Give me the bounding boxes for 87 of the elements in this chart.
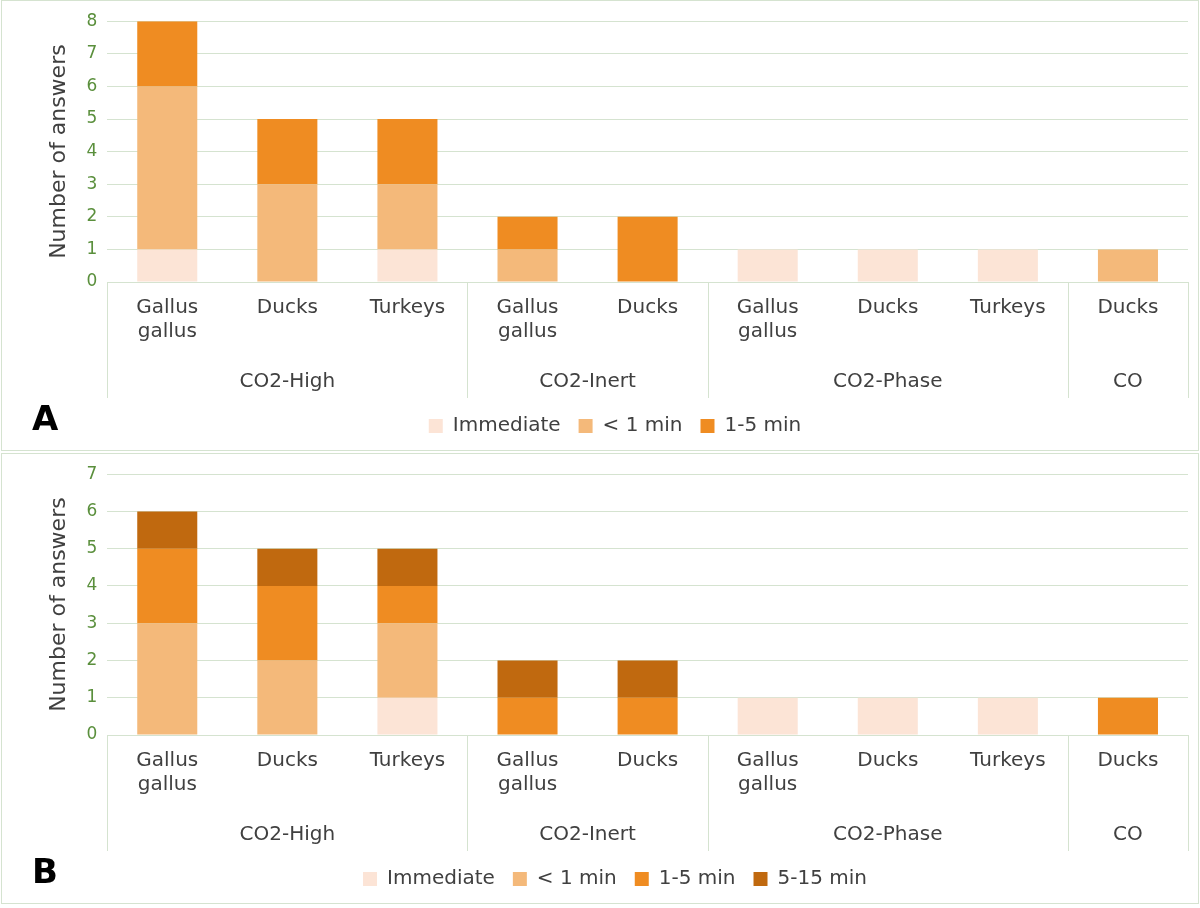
text: CO2-High bbox=[239, 368, 336, 393]
x-tick-label: Gallus gallus bbox=[136, 747, 199, 796]
y-tick-label: 4 bbox=[86, 574, 98, 595]
x-tick-label: Ducks bbox=[617, 747, 679, 772]
x-tick-label: Turkeys bbox=[969, 294, 1046, 319]
bar bbox=[257, 184, 318, 282]
y-tick-label: 1 bbox=[86, 237, 98, 258]
bar bbox=[137, 86, 198, 250]
text: CO2-Phase bbox=[833, 821, 943, 846]
bar bbox=[1097, 249, 1158, 282]
bar bbox=[377, 119, 438, 185]
y-tick-label: 0 bbox=[86, 723, 98, 744]
text: CO bbox=[1113, 368, 1143, 393]
bar bbox=[257, 585, 318, 661]
text: A bbox=[32, 398, 59, 438]
y-tick-label: 2 bbox=[86, 205, 98, 226]
y-tick-label: 7 bbox=[86, 462, 98, 483]
bar bbox=[137, 21, 198, 87]
x-tick-label: Ducks bbox=[857, 747, 919, 772]
bar bbox=[737, 697, 798, 735]
x-tick-label: Ducks bbox=[1097, 747, 1159, 772]
text: CO2-Inert bbox=[539, 368, 637, 393]
x-tick-label: Ducks bbox=[256, 294, 318, 319]
x-tick-label: Gallus gallus bbox=[136, 294, 199, 343]
bar bbox=[377, 249, 438, 282]
y-tick-label: 1 bbox=[86, 686, 98, 707]
x-tick-label: Gallus gallus bbox=[496, 294, 559, 343]
bar bbox=[497, 660, 558, 698]
bar bbox=[857, 697, 918, 735]
x-tick-label: Turkeys bbox=[368, 747, 446, 772]
x-tick-label: Ducks bbox=[1097, 294, 1159, 319]
bar bbox=[377, 548, 438, 586]
legend-label: Immediate bbox=[452, 412, 561, 437]
bar bbox=[137, 623, 198, 735]
bar bbox=[497, 216, 558, 250]
bar bbox=[617, 660, 678, 698]
y-tick-label: 7 bbox=[86, 42, 98, 63]
legend-label: 1-5 min bbox=[658, 865, 736, 890]
x-tick-label: Gallus gallus bbox=[736, 294, 799, 343]
legend-label: < 1 min bbox=[536, 865, 617, 890]
bar bbox=[377, 623, 438, 698]
x-tick-label: Ducks bbox=[256, 747, 318, 772]
bar bbox=[137, 511, 198, 549]
bar bbox=[137, 548, 198, 624]
text: CO2-Inert bbox=[539, 821, 637, 846]
bar bbox=[257, 660, 318, 735]
bar bbox=[617, 697, 678, 735]
y-tick-label: 4 bbox=[86, 140, 98, 161]
x-tick-label: Turkeys bbox=[969, 747, 1046, 772]
y-tick-label: 3 bbox=[86, 611, 98, 632]
bar bbox=[977, 249, 1038, 282]
y-axis-title: Number of answers bbox=[44, 44, 70, 259]
y-axis-title: Number of answers bbox=[44, 497, 70, 712]
y-tick-label: 6 bbox=[86, 499, 98, 520]
x-tick-label: Gallus gallus bbox=[496, 747, 559, 796]
bar bbox=[1097, 697, 1158, 735]
bar bbox=[257, 548, 318, 586]
y-tick-label: 5 bbox=[86, 537, 98, 558]
bar bbox=[377, 184, 438, 250]
bar bbox=[617, 216, 678, 282]
bar bbox=[137, 249, 198, 282]
text: CO bbox=[1113, 821, 1143, 846]
bar bbox=[377, 697, 438, 735]
bar bbox=[977, 697, 1038, 735]
text: CO2-Phase bbox=[833, 368, 943, 393]
y-tick-label: 6 bbox=[86, 74, 98, 95]
bar bbox=[257, 119, 318, 185]
bar bbox=[857, 249, 918, 282]
x-tick-label: Ducks bbox=[617, 294, 679, 319]
y-tick-label: 5 bbox=[86, 107, 98, 128]
legend-label: < 1 min bbox=[602, 412, 683, 437]
x-tick-label: Ducks bbox=[857, 294, 919, 319]
y-tick-label: 3 bbox=[86, 172, 98, 193]
text: CO2-High bbox=[239, 821, 336, 846]
legend-label: 5-15 min bbox=[777, 865, 867, 890]
legend-label: Immediate bbox=[387, 865, 495, 890]
bar bbox=[497, 697, 558, 735]
y-tick-label: 0 bbox=[86, 270, 98, 291]
bar bbox=[497, 249, 558, 282]
text: B bbox=[32, 851, 58, 891]
x-tick-label: Turkeys bbox=[368, 294, 446, 319]
y-tick-label: 8 bbox=[86, 9, 98, 30]
x-tick-label: Gallus gallus bbox=[736, 747, 799, 796]
legend-label: 1-5 min bbox=[724, 412, 802, 437]
y-tick-label: 2 bbox=[86, 648, 98, 669]
bar bbox=[737, 249, 798, 282]
bar bbox=[377, 585, 438, 624]
